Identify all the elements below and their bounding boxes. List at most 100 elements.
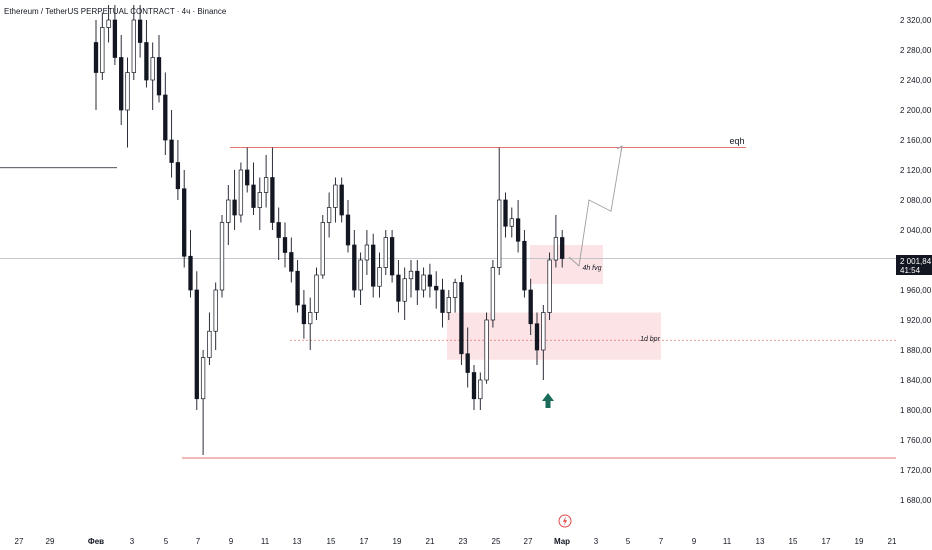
candle xyxy=(270,147,275,230)
candle xyxy=(314,267,319,320)
zone-1d-bpr xyxy=(447,312,661,360)
candle xyxy=(553,215,559,268)
candle xyxy=(175,140,181,200)
candle-body xyxy=(119,57,124,111)
candle-body xyxy=(515,218,521,242)
candle-body xyxy=(301,304,307,325)
y-tick-label: 2 080,00 xyxy=(900,196,932,205)
candle xyxy=(389,230,395,283)
candle-body xyxy=(528,289,533,325)
candle xyxy=(119,35,124,125)
candle xyxy=(232,170,237,230)
x-tick-label: 5 xyxy=(164,537,169,546)
candle xyxy=(106,5,111,43)
candle-body xyxy=(364,244,370,261)
candle-body xyxy=(144,42,149,81)
candle xyxy=(320,215,325,279)
projection-path xyxy=(568,145,623,267)
candle-body xyxy=(440,289,445,313)
x-tick-label: 17 xyxy=(822,537,831,546)
candle xyxy=(427,263,433,298)
candle xyxy=(383,230,388,275)
candle xyxy=(364,230,370,275)
y-tick-label: 2 320,00 xyxy=(900,16,932,25)
candle-body xyxy=(270,177,275,223)
candle-body xyxy=(137,19,143,43)
candle-body xyxy=(106,19,111,28)
candle-body xyxy=(484,319,489,381)
candle-body xyxy=(421,274,426,291)
candle-body xyxy=(194,289,199,400)
candle xyxy=(289,237,294,283)
candle xyxy=(144,20,149,88)
candle xyxy=(408,260,414,298)
y-tick-label: 1 760,00 xyxy=(900,436,932,445)
candle-body xyxy=(100,27,105,73)
candle-body xyxy=(415,270,420,291)
x-tick-label: 7 xyxy=(659,537,664,546)
candle xyxy=(446,290,451,320)
time-axis[interactable]: 27 29 Фев 3 5 7 9 11 13 15 17 19 21 23 25 27 Мар 3 5 7 9 11 13… xyxy=(15,537,897,546)
last-price-tag: 2 001,84 41:54 xyxy=(896,255,932,275)
candle xyxy=(541,305,546,380)
candle-body xyxy=(320,222,325,276)
candle-body xyxy=(257,192,262,208)
x-tick-label: 11 xyxy=(261,537,270,546)
y-tick-label: 1 720,00 xyxy=(900,466,932,475)
candle-body xyxy=(471,372,477,400)
candle-body xyxy=(200,357,206,400)
candle-body xyxy=(131,19,136,73)
candle-body xyxy=(408,270,414,280)
y-tick-label: 1 800,00 xyxy=(900,406,932,415)
candle-body xyxy=(427,274,433,287)
candle xyxy=(276,207,281,260)
candle-body xyxy=(377,267,382,287)
x-tick-label: 19 xyxy=(393,537,402,546)
projection-arrowhead xyxy=(616,145,623,153)
candle-body xyxy=(326,207,332,223)
candle xyxy=(459,275,464,365)
candle xyxy=(547,252,552,320)
candle xyxy=(497,147,502,275)
candle-body xyxy=(125,72,130,111)
candle xyxy=(308,297,313,350)
candle xyxy=(415,260,420,305)
y-tick-label: 2 040,00 xyxy=(900,226,932,235)
candle xyxy=(295,260,300,313)
projection-layer xyxy=(568,145,623,267)
x-tick-label: 21 xyxy=(426,537,435,546)
candle xyxy=(182,170,187,268)
candle-body xyxy=(345,214,351,246)
candle xyxy=(169,110,174,178)
candle-body xyxy=(276,222,281,238)
candle-body xyxy=(207,330,212,358)
countdown-value: 41:54 xyxy=(900,266,921,275)
candle xyxy=(371,233,376,298)
lightning-icon[interactable] xyxy=(558,514,572,528)
candle-body xyxy=(289,252,294,272)
x-tick-label: 21 xyxy=(888,537,897,546)
candle-body xyxy=(553,237,559,261)
candle xyxy=(440,278,445,328)
candle xyxy=(528,278,533,335)
y-tick-label: 1 920,00 xyxy=(900,316,932,325)
x-tick-label: 11 xyxy=(723,537,732,546)
candle xyxy=(377,252,382,298)
candle xyxy=(131,5,136,80)
candle xyxy=(100,12,105,80)
candle-body xyxy=(314,274,319,313)
y-tick-label: 2 240,00 xyxy=(900,76,932,85)
x-tick-label: 5 xyxy=(626,537,631,546)
y-tick-label: 2 160,00 xyxy=(900,136,932,145)
candle-body xyxy=(245,169,250,186)
candle xyxy=(207,312,212,365)
candle-body xyxy=(497,199,502,268)
candle-body xyxy=(522,240,527,291)
candle xyxy=(188,230,193,298)
candle-body xyxy=(156,57,162,96)
zones-layer xyxy=(447,245,661,360)
candle-body xyxy=(219,222,225,291)
candle-body xyxy=(213,289,218,332)
candle xyxy=(358,252,363,305)
